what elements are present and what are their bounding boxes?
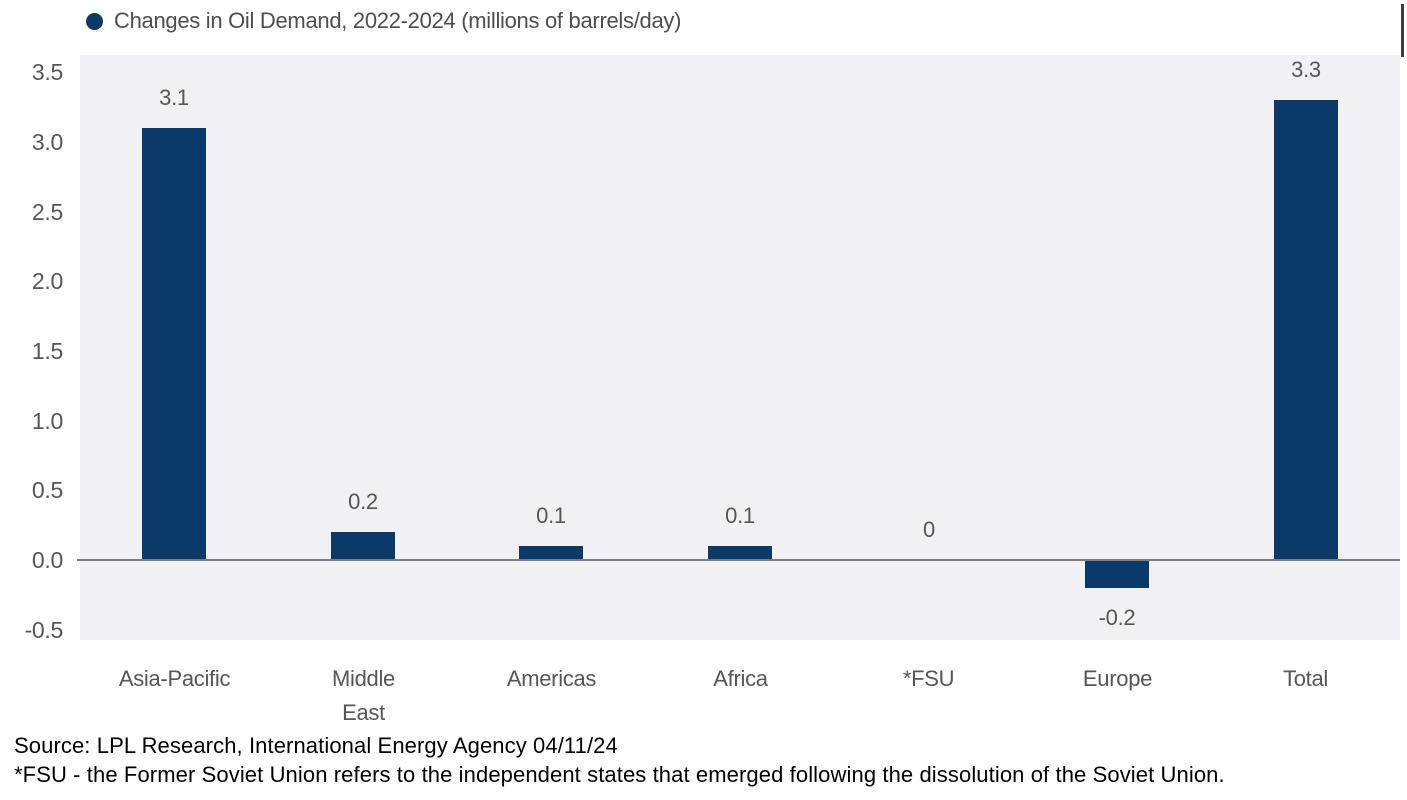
bar-value-label: 3.1 xyxy=(159,85,189,110)
plot-area xyxy=(80,55,1400,640)
bar xyxy=(142,128,206,560)
x-tick-label: Europe xyxy=(1082,666,1153,691)
y-tick-label: 2.0 xyxy=(31,268,63,294)
x-tick-label: Asia-Pacific xyxy=(118,666,231,691)
y-tick-label: -0.5 xyxy=(24,617,64,643)
zero-baseline xyxy=(77,559,1400,561)
y-tick-label: 3.5 xyxy=(31,59,63,85)
source-text: Source: LPL Research, International Ener… xyxy=(14,733,618,758)
y-tick-label: 3.0 xyxy=(31,129,63,155)
bar-value-label: -0.2 xyxy=(1098,605,1136,630)
footnote-text: *FSU - the Former Soviet Union refers to… xyxy=(14,762,1225,787)
x-tick-label: *FSU xyxy=(902,666,955,691)
bar-value-label: 0.1 xyxy=(725,503,755,528)
y-tick-label: 0.5 xyxy=(31,477,63,503)
legend-label: Changes in Oil Demand, 2022-2024 (millio… xyxy=(114,8,682,33)
x-tick-label: Americas xyxy=(506,666,597,691)
bar xyxy=(708,546,772,560)
x-tick-label: Total xyxy=(1283,666,1328,691)
bar xyxy=(519,546,583,560)
legend-circle-icon xyxy=(86,12,103,30)
y-tick-label: 1.5 xyxy=(31,338,63,364)
window-edge-line xyxy=(1401,4,1404,57)
bar-value-label: 0 xyxy=(923,517,935,542)
bar xyxy=(331,532,395,560)
y-tick-label: 1.0 xyxy=(31,408,63,434)
y-tick-label: 0.0 xyxy=(31,547,63,573)
bar xyxy=(1274,100,1338,560)
x-tick-label: Middle East xyxy=(331,666,395,725)
bar-value-label: 3.3 xyxy=(1291,57,1321,82)
y-tick-label: 2.5 xyxy=(31,199,63,225)
bar-value-label: 0.1 xyxy=(536,503,566,528)
bar xyxy=(1085,560,1149,588)
bar-value-label: 0.2 xyxy=(348,489,378,514)
x-tick-label: Africa xyxy=(713,666,768,691)
chart-legend: Changes in Oil Demand, 2022-2024 (millio… xyxy=(86,8,681,34)
